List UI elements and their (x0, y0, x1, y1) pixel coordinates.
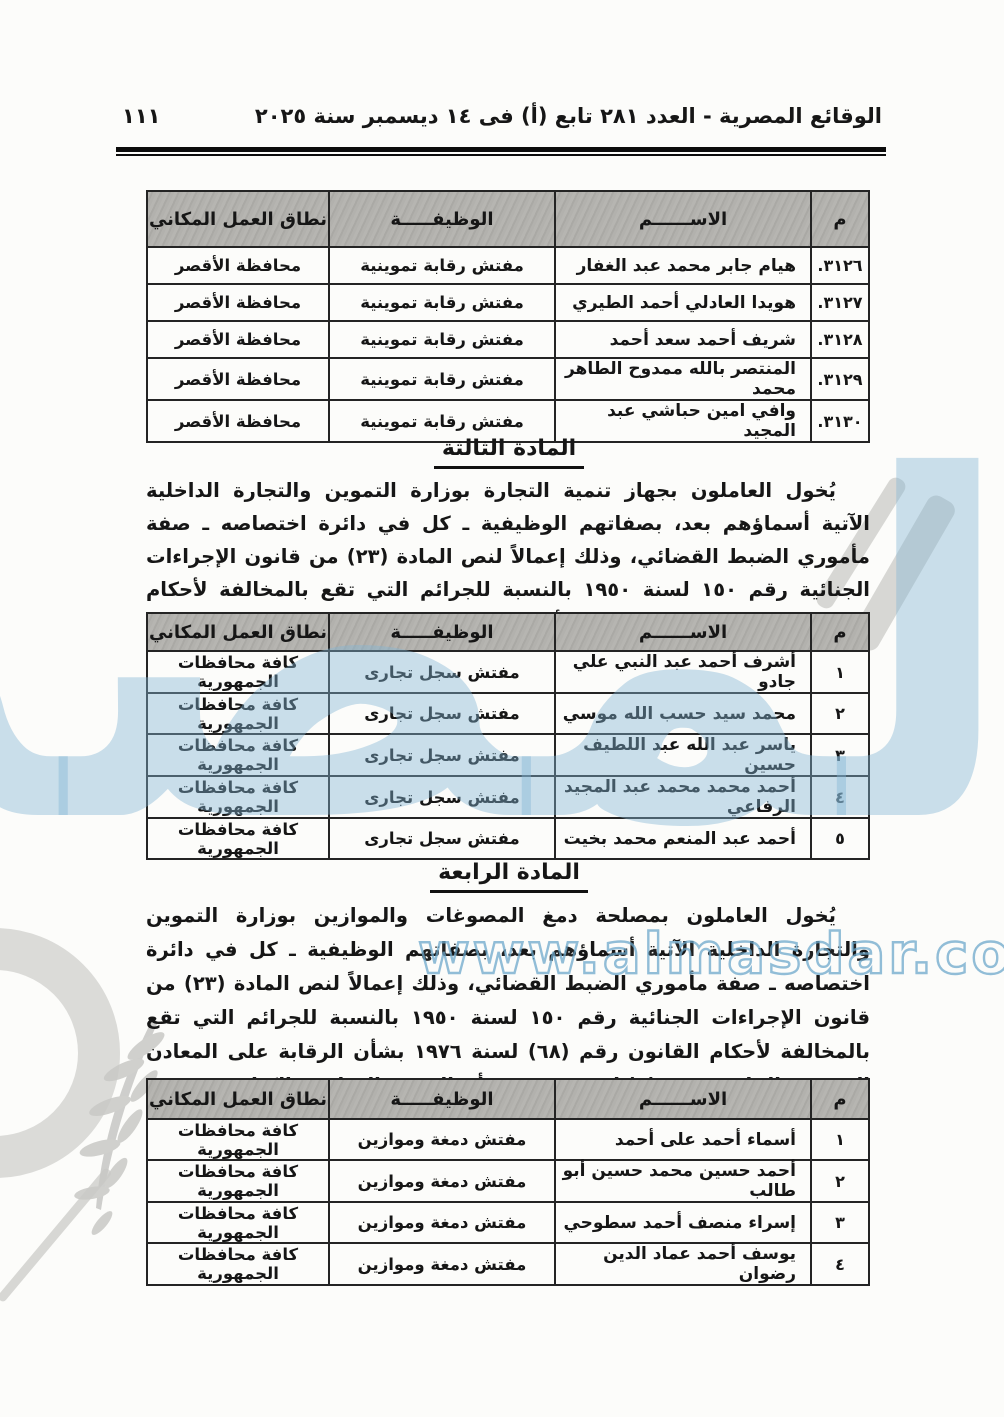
row-no: ٣١٣٠. (810, 399, 870, 443)
row-scope: كافة محافظات الجمهورية (146, 733, 330, 777)
gazette-title: الوقائع المصرية - العدد ٢٨١ تابع (أ) فى … (254, 104, 882, 128)
table-row: ٣ ياسر عبد الله عبد اللطيف حسين مفتش سجل… (146, 733, 870, 777)
row-name: محمد سيد حسب الله موسي (554, 692, 812, 735)
table-header-row: م الاســــــم الوظيفـــــة نطاق العمل ال… (146, 1078, 870, 1120)
row-scope: كافة محافظات الجمهورية (146, 1118, 330, 1161)
row-job: مفتش رقابة تموينية (328, 246, 556, 285)
row-name: أحمد عبد المنعم محمد بخيت (554, 817, 812, 860)
row-no: ٣ (810, 1201, 870, 1244)
table-row: ٣١٢٩. المنتصر بالله ممدوح الطاهر محمد مف… (146, 357, 870, 401)
row-name: إسراء منصف أحمد سطوحي (554, 1201, 812, 1244)
row-name: وافي امين حباشي عبد المجيد (554, 399, 812, 443)
row-scope: محافظة الأقصر (146, 399, 330, 443)
row-name: هيام جابر محمد عبد الغفار (554, 246, 812, 285)
col-no: م (810, 612, 870, 652)
supply-inspectors-table: م الاســــــم الوظيفـــــة نطاق العمل ال… (146, 190, 870, 443)
article-three-title: المادة الثالثة (148, 436, 870, 469)
head-rule (116, 147, 886, 156)
row-no: ٢ (810, 1159, 870, 1203)
row-scope: محافظة الأقصر (146, 357, 330, 401)
table-row: ٢ محمد سيد حسب الله موسي مفتش سجل تجارى … (146, 692, 870, 735)
diagonal-line-icon (0, 1166, 113, 1304)
row-scope: كافة محافظات الجمهورية (146, 1159, 330, 1203)
row-job: مفتش رقابة تموينية (328, 399, 556, 443)
row-no: ٣١٢٨. (810, 320, 870, 359)
table-header-row: م الاســــــم الوظيفـــــة نطاق العمل ال… (146, 612, 870, 652)
article-four-body: يُخول العاملون بمصلحة دمغ المصوغات والمو… (146, 904, 870, 1097)
table-row: ٣١٣٠. وافي امين حباشي عبد المجيد مفتش رق… (146, 399, 870, 443)
table-row: ٣١٢٧. هويدا العادلي أحمد الطيري مفتش رقا… (146, 283, 870, 322)
col-scope: نطاق العمل المكاني (146, 1078, 330, 1120)
table-row: ٣١٢٦. هيام جابر محمد عبد الغفار مفتش رقا… (146, 246, 870, 285)
row-name: أحمد حسين محمد حسين أبو طالب (554, 1159, 812, 1203)
row-no: ١ (810, 1118, 870, 1161)
row-job: مفتش سجل تجارى (328, 692, 556, 735)
row-name: يوسف أحمد عماد الدين رضوان (554, 1242, 812, 1286)
weights-inspectors-table: م الاســــــم الوظيفـــــة نطاق العمل ال… (146, 1078, 870, 1286)
row-scope: كافة محافظات الجمهورية (146, 650, 330, 694)
row-scope: محافظة الأقصر (146, 246, 330, 285)
table-header-row: م الاســــــم الوظيفـــــة نطاق العمل ال… (146, 190, 870, 248)
row-job: مفتش دمغة وموازين (328, 1159, 556, 1203)
row-name: شريف أحمد سعد أحمد (554, 320, 812, 359)
row-name: أشرف أحمد عبد النبي علي جادو (554, 650, 812, 694)
col-scope: نطاق العمل المكاني (146, 612, 330, 652)
row-job: مفتش سجل تجارى (328, 775, 556, 819)
col-job: الوظيفـــــة (328, 1078, 556, 1120)
row-no: ٣١٢٦. (810, 246, 870, 285)
row-no: ٣ (810, 733, 870, 777)
row-scope: كافة محافظات الجمهورية (146, 1201, 330, 1244)
row-no: ٣١٢٧. (810, 283, 870, 322)
row-scope: كافة محافظات الجمهورية (146, 817, 330, 860)
page-number: ١١١ (122, 104, 161, 128)
row-job: مفتش سجل تجارى (328, 650, 556, 694)
row-no: ٣١٢٩. (810, 357, 870, 401)
row-no: ٤ (810, 775, 870, 819)
table-row: ٥ أحمد عبد المنعم محمد بخيت مفتش سجل تجا… (146, 817, 870, 860)
col-job: الوظيفـــــة (328, 612, 556, 652)
row-job: مفتش رقابة تموينية (328, 320, 556, 359)
table-row: ٣ إسراء منصف أحمد سطوحي مفتش دمغة وموازي… (146, 1201, 870, 1244)
running-head: الوقائع المصرية - العدد ٢٨١ تابع (أ) فى … (122, 104, 882, 128)
row-scope: كافة محافظات الجمهورية (146, 775, 330, 819)
row-name: ياسر عبد الله عبد اللطيف حسين (554, 733, 812, 777)
col-no: م (810, 190, 870, 248)
row-scope: محافظة الأقصر (146, 283, 330, 322)
row-no: ١ (810, 650, 870, 694)
registry-inspectors-table: م الاســــــم الوظيفـــــة نطاق العمل ال… (146, 612, 870, 860)
row-name: هويدا العادلي أحمد الطيري (554, 283, 812, 322)
row-job: مفتش سجل تجارى (328, 817, 556, 860)
table-row: ١ أسماء أحمد على أحمد مفتش دمغة وموازين … (146, 1118, 870, 1161)
table-row: ٤ أحمد محمد محمد عبد المجيد الرفاعي مفتش… (146, 775, 870, 819)
row-name: المنتصر بالله ممدوح الطاهر محمد (554, 357, 812, 401)
row-scope: كافة محافظات الجمهورية (146, 692, 330, 735)
table-row: ٣١٢٨. شريف أحمد سعد أحمد مفتش رقابة تموي… (146, 320, 870, 359)
table-row: ١ أشرف أحمد عبد النبي علي جادو مفتش سجل … (146, 650, 870, 694)
row-name: أسماء أحمد على أحمد (554, 1118, 812, 1161)
row-scope: محافظة الأقصر (146, 320, 330, 359)
col-name: الاســــــم (554, 190, 812, 248)
col-scope: نطاق العمل المكاني (146, 190, 330, 248)
row-job: مفتش رقابة تموينية (328, 283, 556, 322)
row-name: أحمد محمد محمد عبد المجيد الرفاعي (554, 775, 812, 819)
row-no: ٥ (810, 817, 870, 860)
col-name: الاســــــم (554, 1078, 812, 1120)
crescent-smudge-icon (0, 928, 120, 1178)
row-job: مفتش دمغة وموازين (328, 1242, 556, 1286)
row-job: مفتش رقابة تموينية (328, 357, 556, 401)
row-scope: كافة محافظات الجمهورية (146, 1242, 330, 1286)
article-four-title: المادة الرابعة (148, 860, 870, 893)
col-job: الوظيفـــــة (328, 190, 556, 248)
row-no: ٤ (810, 1242, 870, 1286)
table-row: ٤ يوسف أحمد عماد الدين رضوان مفتش دمغة و… (146, 1242, 870, 1286)
row-job: مفتش دمغة وموازين (328, 1201, 556, 1244)
row-job: مفتش سجل تجارى (328, 733, 556, 777)
row-no: ٢ (810, 692, 870, 735)
col-no: م (810, 1078, 870, 1120)
col-name: الاســــــم (554, 612, 812, 652)
row-job: مفتش دمغة وموازين (328, 1118, 556, 1161)
table-row: ٢ أحمد حسين محمد حسين أبو طالب مفتش دمغة… (146, 1159, 870, 1203)
